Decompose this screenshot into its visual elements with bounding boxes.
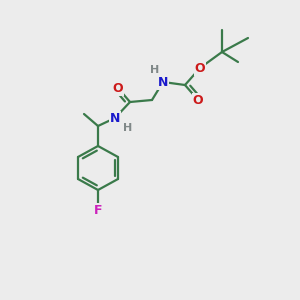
Text: O: O: [113, 82, 123, 94]
Text: N: N: [110, 112, 120, 124]
Text: N: N: [158, 76, 168, 88]
Text: O: O: [193, 94, 203, 106]
Text: H: H: [123, 123, 133, 133]
Text: O: O: [195, 61, 205, 74]
Text: F: F: [94, 203, 102, 217]
Text: H: H: [150, 65, 160, 75]
